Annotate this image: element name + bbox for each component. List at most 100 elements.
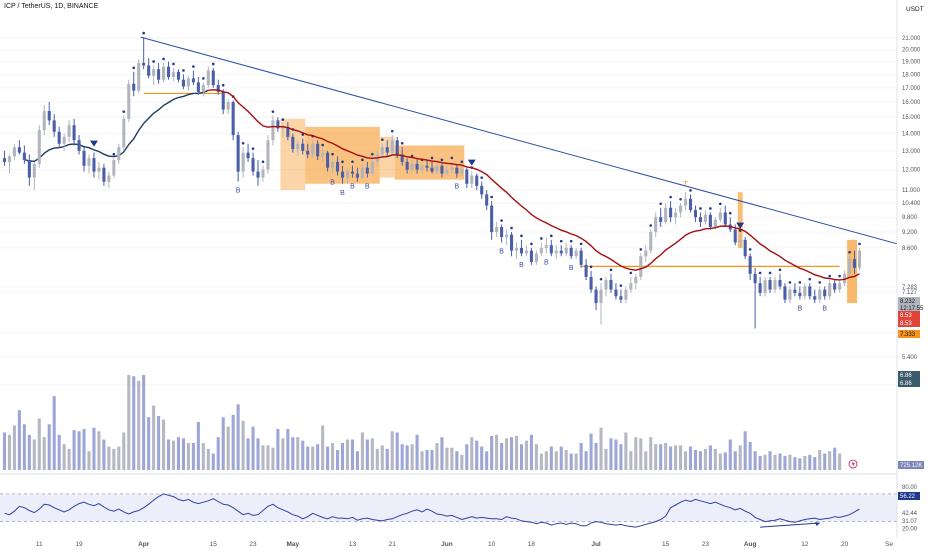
candle-body (674, 212, 678, 218)
time-tick-label: 23 (702, 541, 710, 548)
candle-body (753, 273, 757, 284)
price-tag (898, 311, 920, 319)
signal-dot (858, 242, 861, 246)
buy-signal-label: B (350, 184, 355, 191)
volume-bar (231, 414, 235, 470)
signal-dot (599, 277, 603, 281)
candle-body (291, 136, 295, 150)
volume-bar (321, 425, 325, 470)
volume-bar (475, 440, 479, 470)
candle-body (574, 250, 578, 257)
signal-arrows (89, 140, 745, 229)
candle-body (201, 85, 205, 93)
volume-bar (604, 448, 608, 470)
volume-bar (599, 427, 603, 470)
volume-bar (480, 446, 484, 470)
candle-body (490, 205, 494, 233)
signal-dot (639, 248, 643, 251)
candle-body (107, 175, 111, 182)
volume-bar (390, 431, 394, 470)
candle-body (470, 175, 474, 184)
signal-dot (241, 141, 245, 145)
price-tick-label: 15.000 (902, 115, 921, 121)
candle-body (246, 152, 250, 159)
candle-body (7, 156, 11, 162)
candle-body (683, 198, 688, 206)
volume-bar (823, 453, 827, 470)
arrow-head-icon (814, 521, 820, 526)
candle-body (669, 207, 673, 218)
candle-body (271, 120, 275, 141)
signal-dot (400, 141, 404, 145)
candle-body (828, 283, 832, 297)
time-tick-label: Jul (591, 541, 601, 548)
buy-signal-label: B (236, 188, 241, 195)
time-tick-label: 15 (662, 541, 670, 548)
volume-bar (137, 380, 141, 470)
candle-body (788, 289, 792, 300)
candle-body (266, 140, 270, 170)
candle-body (17, 147, 21, 153)
candle-body (609, 280, 613, 290)
volume-bar (162, 419, 166, 470)
signal-dot (162, 57, 165, 61)
candle-body (390, 140, 394, 153)
volume-bar (460, 454, 464, 470)
candle-body (843, 273, 847, 284)
signal-dot (530, 242, 533, 246)
candle-body (465, 169, 469, 184)
volume-bar (57, 434, 61, 470)
volume-bar (336, 450, 340, 470)
candle-body (350, 171, 355, 174)
candle-body (82, 150, 86, 166)
candle-body (117, 147, 121, 161)
volume-bar (311, 446, 315, 470)
volume-bar (584, 451, 588, 470)
volume-bar (758, 455, 762, 470)
volume-bar (664, 443, 668, 470)
volume-bar (654, 444, 658, 470)
down-arrow-icon (467, 159, 476, 166)
volume-bar (97, 431, 101, 470)
signal-dot (629, 271, 633, 275)
volume-bar (435, 443, 439, 470)
candle-body (221, 92, 225, 110)
volume-bar (246, 438, 250, 470)
descending-trendline[interactable] (140, 36, 898, 245)
candle-body (345, 171, 350, 178)
price-tick-label: 14.000 (902, 131, 921, 137)
candle-body (206, 70, 210, 86)
candle-body (47, 111, 51, 121)
volume-bar (574, 453, 578, 470)
time-axis: 11 19 Apr 15 23 May 13 21 Jun 10 18 Jul 15 23 Aug 12 20 S… (36, 541, 893, 548)
volume-bar (514, 435, 519, 470)
volume-bar (365, 439, 369, 470)
volume-bar (306, 446, 310, 470)
signal-dot (390, 129, 394, 133)
moving-average-line-red (208, 89, 860, 281)
volume-bar (748, 441, 752, 470)
volume-bar (355, 451, 359, 470)
candle-body (599, 289, 603, 304)
signal-dot (500, 219, 503, 222)
volume-bar (176, 437, 181, 470)
candle-body (420, 165, 424, 170)
volume-bar (395, 432, 399, 470)
volume-bar (107, 446, 111, 470)
volume-bar (634, 437, 638, 470)
volume-bar (360, 432, 364, 470)
signal-dot (808, 277, 812, 281)
volume-bar (505, 438, 509, 470)
candle-body (380, 147, 384, 155)
volume-bar (549, 446, 553, 470)
volume-bar (788, 454, 792, 470)
volume-bar (37, 418, 41, 470)
volume-bar (385, 448, 389, 470)
candle-body (12, 147, 16, 157)
candle-body (773, 280, 777, 290)
candle-body (634, 276, 638, 284)
volume-bar (763, 454, 767, 470)
signal-dot (589, 265, 593, 269)
volume-bar (569, 453, 573, 470)
